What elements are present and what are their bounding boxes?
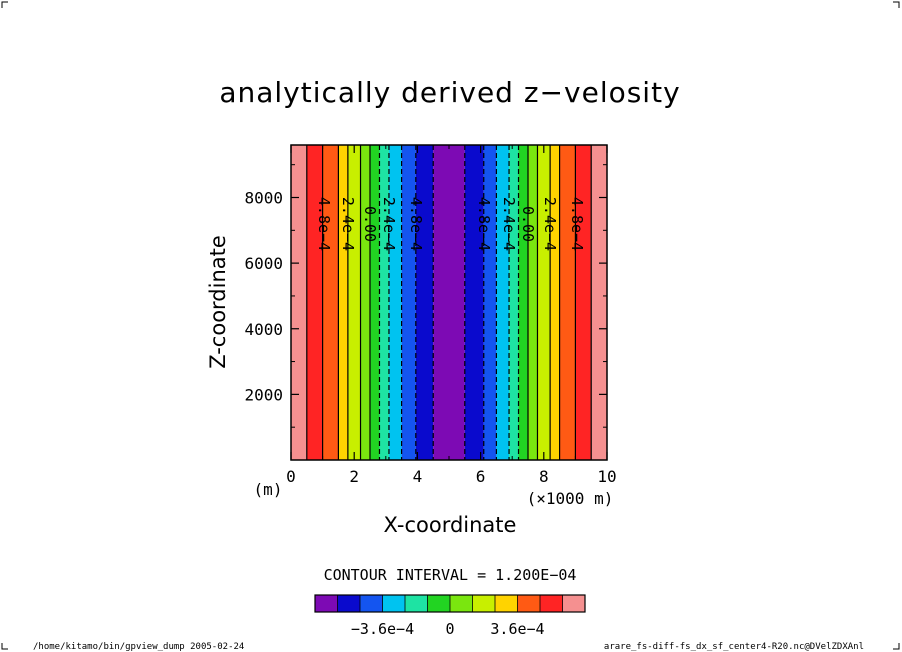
color-band — [550, 145, 560, 460]
colorbar-tick-label: −3.6e−4 — [351, 620, 414, 638]
y-tick-label: 4000 — [244, 320, 283, 339]
colorbar-tick-label: 3.6e−4 — [490, 620, 544, 638]
colorbar-frame — [314, 594, 586, 613]
colorbar-cell — [382, 595, 406, 612]
y-tick-label: 2000 — [244, 385, 283, 404]
x-tick-label: 8 — [539, 467, 549, 486]
contour-label: 2.4e−4 — [500, 197, 518, 251]
colorbar-cell — [360, 595, 383, 612]
color-band — [415, 145, 434, 460]
color-band — [370, 145, 380, 460]
footer-left: /home/kitamo/bin/gpview_dump 2005-02-24 — [33, 642, 244, 652]
colorbar-tick-labels: −3.6e−4 0 3.6e−4 — [351, 620, 545, 638]
color-band — [360, 145, 370, 460]
color-band — [291, 145, 307, 460]
contour-lines — [306, 145, 592, 460]
colorbar-cell — [405, 595, 428, 612]
color-band — [509, 145, 519, 460]
color-band — [306, 145, 323, 460]
color-band — [338, 145, 348, 460]
x-tick-label: 6 — [476, 467, 486, 486]
x-tick-label: 0 — [286, 467, 296, 486]
color-bands — [291, 145, 607, 460]
colorbar-cell — [337, 595, 361, 612]
colorbar — [314, 594, 586, 613]
colorbar-cell — [495, 595, 518, 612]
color-band — [483, 145, 497, 460]
chart-title: analytically derived z−velosity — [219, 76, 680, 109]
color-band — [496, 145, 510, 460]
y-axis-ticks: 2000 4000 6000 8000 — [244, 164, 607, 428]
colorbar-cell — [540, 595, 563, 612]
color-band — [559, 145, 576, 460]
x-axis-ticks: 0 2 4 6 8 10 — [286, 145, 617, 486]
contour-label: 0.00 — [519, 206, 537, 242]
contour-label: 2.4e−4 — [541, 197, 559, 251]
contour-label: 4.8e−4 — [407, 197, 425, 251]
contour-label: 2.4e−4 — [339, 197, 357, 251]
colorbar-cell — [427, 595, 451, 612]
colorbar-cell — [450, 595, 473, 612]
color-band — [388, 145, 402, 460]
contour-interval-text: CONTOUR INTERVAL = 1.200E−04 — [324, 566, 577, 584]
colorbar-cell — [315, 595, 338, 612]
contour-label: 4.8e−4 — [315, 197, 333, 251]
x-axis-unit-left: (m) — [254, 480, 283, 499]
x-tick-label: 4 — [413, 467, 423, 486]
colorbar-cell — [562, 595, 586, 612]
color-band — [575, 145, 592, 460]
contour-labels: 4.8e−4 2.4e−4 0.00 2.4e−4 4.8e−4 4.8e−4 2.4e−4… — [315, 197, 586, 251]
color-band — [433, 145, 465, 460]
color-band — [379, 145, 389, 460]
contour-label: 4.8e−4 — [475, 197, 493, 251]
footer-right: arare_fs-diff-fs_dx_sf_center4-R20.nc@DV… — [604, 642, 864, 652]
color-band — [537, 145, 551, 460]
color-band — [464, 145, 484, 460]
color-band — [347, 145, 361, 460]
color-band — [322, 145, 339, 460]
color-band — [591, 145, 607, 460]
x-axis-label: X-coordinate — [384, 513, 517, 537]
color-band — [518, 145, 528, 460]
x-axis-unit-right: (×1000 m) — [527, 489, 614, 508]
contour-label: 4.8e−4 — [568, 197, 586, 251]
colorbar-cell — [517, 595, 541, 612]
colorbar-tick-label: 0 — [445, 620, 454, 638]
y-tick-label: 6000 — [244, 254, 283, 273]
color-band — [528, 145, 538, 460]
y-tick-label: 8000 — [244, 189, 283, 208]
contour-label: 2.4e−4 — [380, 197, 398, 251]
y-axis-label: Z-coordinate — [206, 235, 230, 369]
x-tick-label: 2 — [349, 467, 359, 486]
contour-label: 0.00 — [361, 206, 379, 242]
colorbar-cell — [472, 595, 496, 612]
color-band — [401, 145, 416, 460]
x-tick-label: 10 — [597, 467, 616, 486]
